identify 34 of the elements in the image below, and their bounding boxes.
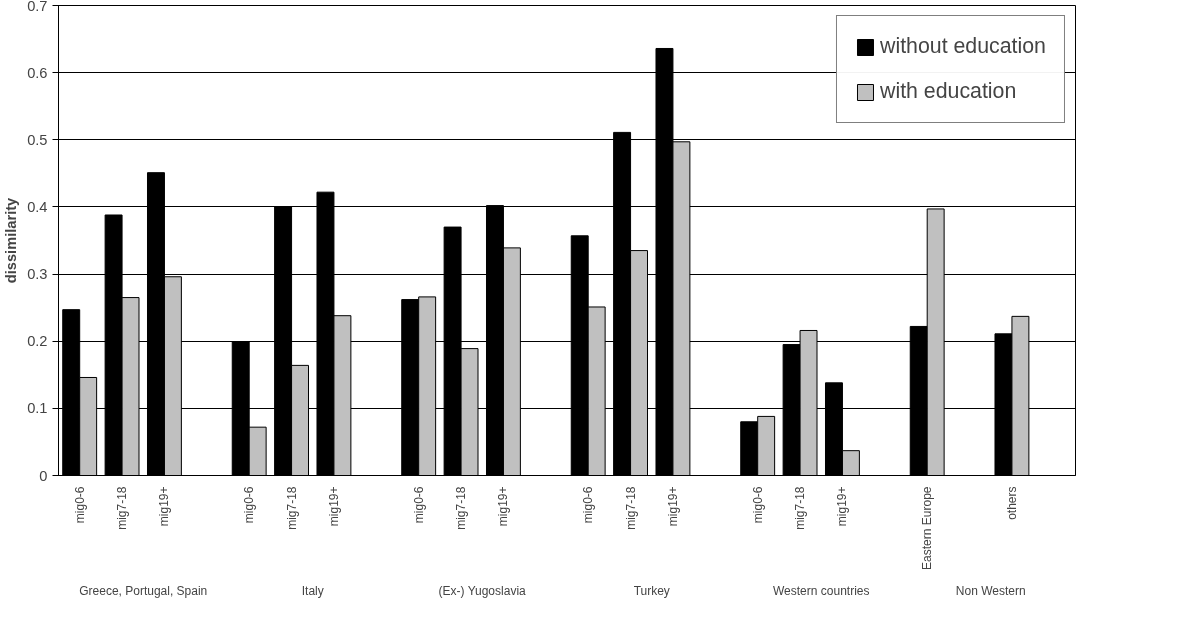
y-tick-label: 0.5 xyxy=(27,131,48,148)
x-tick-label: mig19+ xyxy=(326,486,341,527)
x-tick-label: mig7-18 xyxy=(793,486,808,530)
x-tick-label: mig19+ xyxy=(665,486,680,527)
x-tick-label: Eastern Europe xyxy=(920,486,935,570)
y-tick-label: 0.4 xyxy=(27,198,48,215)
text: Non Western xyxy=(955,583,1026,598)
text: Italy xyxy=(301,583,324,598)
y-tick-label: 0 xyxy=(39,467,48,484)
x-tick-label: mig19+ xyxy=(496,486,511,527)
y-tick-label: 0.2 xyxy=(27,333,48,350)
y-tick-label: 0.3 xyxy=(27,266,48,283)
text: Western countries xyxy=(773,583,870,598)
x-tick-label: mig19+ xyxy=(835,486,850,527)
text: Turkey xyxy=(633,583,670,598)
x-tick-label: mig0-6 xyxy=(750,486,765,524)
x-tick-label: mig0-6 xyxy=(411,486,426,524)
y-tick-label: 0.1 xyxy=(27,400,48,417)
x-tick-label: mig0-6 xyxy=(581,486,596,524)
x-tick-label: mig7-18 xyxy=(115,486,130,530)
text: (Ex-) Yugoslavia xyxy=(438,583,527,598)
y-axis-title: dissimilarity xyxy=(3,196,20,284)
legend-label: with education xyxy=(879,79,1017,104)
x-tick-label: others xyxy=(1004,486,1019,520)
x-tick-label: mig0-6 xyxy=(242,486,257,524)
y-tick-label: 0.7 xyxy=(27,0,48,14)
x-tick-label: mig7-18 xyxy=(623,486,638,530)
text: Greece, Portugal, Spain xyxy=(79,583,208,598)
legend-label: without education xyxy=(879,34,1046,59)
x-tick-label: mig7-18 xyxy=(454,486,469,530)
x-tick-label: mig19+ xyxy=(157,486,172,527)
x-tick-label: mig7-18 xyxy=(284,486,299,530)
x-tick-label: mig0-6 xyxy=(72,486,87,524)
y-tick-label: 0.6 xyxy=(27,64,48,81)
